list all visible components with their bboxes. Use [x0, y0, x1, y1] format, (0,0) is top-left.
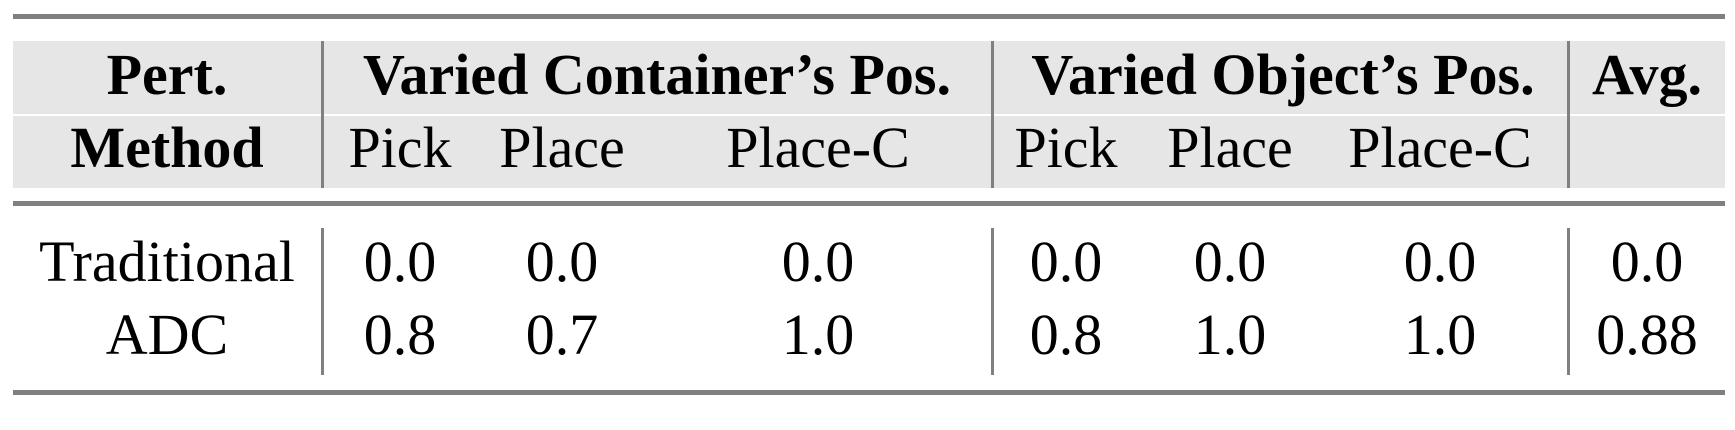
header-avg: Avg. [1591, 42, 1703, 107]
table-cell: 0.0 [525, 229, 599, 294]
header-divider-2 [991, 41, 994, 188]
table-cell: 0.8 [363, 302, 437, 367]
bottom-rule [13, 390, 1725, 395]
table-cell: 1.0 [781, 302, 855, 367]
subheader-place: Place [1167, 115, 1293, 180]
table-cell: 0.0 [1029, 229, 1103, 294]
body-divider-3 [1567, 228, 1570, 375]
header-divider-1 [321, 41, 324, 188]
body-divider-1 [321, 228, 324, 375]
table-cell: 0.0 [1193, 229, 1267, 294]
subheader-place: Place [499, 115, 625, 180]
subheader-pick: Pick [1014, 115, 1118, 180]
table-cell: 0.8 [1029, 302, 1103, 367]
table-cell: 1.0 [1403, 302, 1477, 367]
body-divider-2 [991, 228, 994, 375]
subheader-pick: Pick [348, 115, 452, 180]
table-cell-avg: 0.88 [1596, 302, 1698, 367]
header-row-2-bg [13, 116, 1725, 188]
row-method: Traditional [39, 229, 295, 294]
header-method-line2: Method [70, 115, 264, 180]
table-cell: 0.0 [781, 229, 855, 294]
table-cell: 0.7 [525, 302, 599, 367]
table-cell: 0.0 [1403, 229, 1477, 294]
header-group-container: Varied Container’s Pos. [362, 42, 952, 107]
row-method: ADC [105, 302, 229, 367]
header-row-1-bg [13, 41, 1725, 114]
subheader-place-c: Place-C [1348, 115, 1532, 180]
header-method-line1: Pert. [106, 42, 228, 107]
table-cell-avg: 0.0 [1610, 229, 1684, 294]
top-rule [13, 14, 1725, 19]
table-cell: 1.0 [1193, 302, 1267, 367]
header-group-object: Varied Object’s Pos. [1031, 42, 1535, 107]
header-divider-3 [1567, 41, 1570, 188]
mid-rule [13, 201, 1725, 206]
table-cell: 0.0 [363, 229, 437, 294]
subheader-place-c: Place-C [726, 115, 910, 180]
